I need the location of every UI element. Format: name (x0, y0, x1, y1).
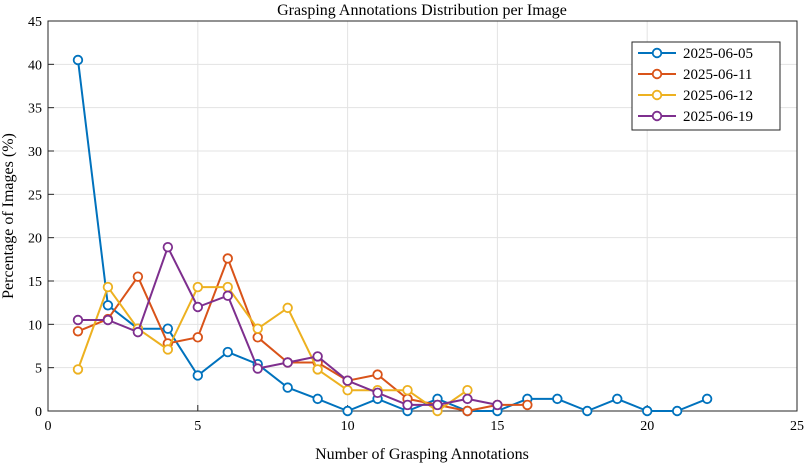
y-tick-label: 25 (28, 188, 42, 203)
legend-label: 2025-06-12 (683, 88, 753, 104)
data-point (132, 326, 144, 338)
data-point (252, 332, 263, 343)
data-point (372, 387, 383, 399)
data-point (522, 399, 533, 411)
legend-entry: 2025-06-11 (638, 67, 752, 83)
data-point (192, 301, 204, 313)
legend-marker (651, 47, 663, 59)
y-tick-label: 20 (28, 232, 42, 247)
x-tick-label: 10 (341, 419, 355, 434)
data-point (402, 399, 413, 411)
data-point (312, 364, 323, 375)
y-tick-label: 10 (28, 318, 42, 333)
data-point (282, 302, 293, 314)
data-point (312, 393, 323, 405)
chart-title: Grasping Annotations Distribution per Im… (277, 2, 567, 19)
data-point (312, 351, 323, 362)
series-line (77, 257, 528, 412)
x-tick-label: 25 (790, 419, 804, 434)
data-point (132, 271, 144, 282)
data-point (222, 346, 233, 358)
y-tick-label: 40 (28, 58, 42, 73)
data-point (102, 314, 114, 326)
data-point (432, 399, 443, 411)
data-point (102, 300, 114, 311)
data-point (222, 281, 233, 293)
data-point (72, 54, 84, 66)
y-tick-label: 0 (35, 405, 42, 420)
data-point (462, 393, 473, 405)
data-point (72, 314, 84, 326)
data-point (252, 363, 263, 374)
series-2025-06-19 (72, 241, 503, 411)
data-point (701, 393, 713, 405)
y-tick-label: 15 (28, 275, 42, 290)
series-line (78, 246, 498, 406)
legend-entry: 2025-06-12 (638, 88, 753, 104)
data-point (192, 370, 204, 381)
data-point (372, 369, 383, 380)
y-tick-label: 30 (28, 145, 42, 160)
data-point (671, 405, 683, 417)
data-point (492, 399, 503, 411)
y-axis-label: Percentage of Images (%) (0, 133, 17, 299)
data-point (282, 382, 293, 393)
data-point (612, 393, 623, 405)
y-tick-label: 5 (35, 362, 42, 377)
data-point (342, 385, 353, 396)
legend-label: 2025-06-11 (683, 67, 752, 83)
y-tick-label: 45 (28, 15, 42, 30)
legend-entry: 2025-06-05 (638, 46, 753, 62)
x-tick-label: 15 (490, 419, 504, 434)
data-point (462, 385, 473, 396)
data-point (162, 344, 174, 355)
data-point (222, 290, 233, 301)
data-point (402, 385, 413, 396)
data-point (282, 357, 293, 368)
data-point (552, 393, 563, 405)
data-point (162, 323, 174, 334)
data-point (342, 375, 353, 386)
y-tick-label: 35 (28, 102, 42, 117)
x-axis-label: Number of Grasping Annotations (315, 446, 529, 463)
legend: 2025-06-05 2025-06-11 2025-06-12 2025-06-19 (631, 41, 781, 131)
x-tick-label: 0 (45, 419, 52, 434)
data-point (192, 281, 204, 293)
data-point (162, 241, 174, 253)
data-point (192, 332, 204, 343)
data-point (252, 323, 263, 334)
data-point (222, 253, 233, 264)
data-point (72, 364, 84, 375)
legend-marker (651, 110, 663, 122)
data-point (102, 281, 114, 293)
series-2025-06-05 (72, 54, 713, 417)
legend-entry: 2025-06-19 (638, 109, 753, 125)
series-2025-06-12 (72, 281, 473, 417)
data-point (582, 405, 593, 417)
legend-marker (651, 89, 663, 101)
data-point (342, 405, 353, 417)
data-point (462, 405, 473, 417)
data-point (642, 405, 653, 417)
legend-marker (651, 68, 663, 80)
data-point (72, 326, 84, 337)
series-layer (72, 54, 713, 417)
plot-frame (47, 20, 798, 412)
x-tick-label: 5 (194, 419, 201, 434)
series-line (77, 59, 708, 412)
legend-label: 2025-06-19 (683, 109, 753, 125)
legend-label: 2025-06-05 (683, 46, 753, 62)
x-tick-label: 20 (640, 419, 654, 434)
